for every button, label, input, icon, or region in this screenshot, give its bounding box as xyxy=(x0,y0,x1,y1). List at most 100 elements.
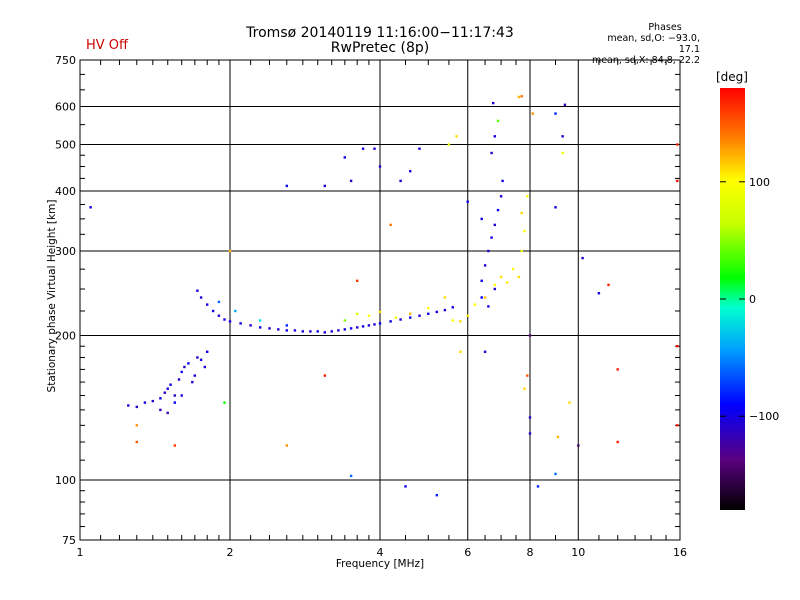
data-point xyxy=(563,103,567,106)
data-point xyxy=(309,330,312,333)
data-point xyxy=(223,401,226,404)
data-point xyxy=(435,494,438,497)
data-point xyxy=(378,322,382,325)
data-point xyxy=(597,292,601,295)
data-point xyxy=(455,135,458,138)
data-point xyxy=(506,281,509,284)
data-point xyxy=(554,472,557,476)
data-point xyxy=(443,308,447,312)
data-point xyxy=(528,334,532,337)
data-point xyxy=(459,350,462,353)
data-point xyxy=(490,236,493,239)
data-point xyxy=(492,101,495,105)
colorbar-ticks: 100 0 −100 xyxy=(720,176,779,423)
x-tick-label: 16 xyxy=(673,546,687,559)
data-point xyxy=(577,444,580,447)
data-point xyxy=(409,170,412,173)
data-point xyxy=(531,112,534,115)
x-tick-label: 1 xyxy=(77,546,84,559)
data-point xyxy=(206,350,209,353)
x-tick-label: 10 xyxy=(571,546,585,559)
data-point xyxy=(173,401,176,404)
data-point xyxy=(323,184,326,188)
data-point xyxy=(239,322,242,325)
data-point xyxy=(528,416,532,419)
data-point xyxy=(285,329,288,332)
data-point xyxy=(459,320,462,323)
data-point xyxy=(203,365,206,369)
data-point xyxy=(356,326,359,329)
data-point xyxy=(473,303,476,306)
x-axis-label: Frequency [MHz] xyxy=(335,558,425,570)
data-point xyxy=(676,424,679,427)
data-point xyxy=(389,320,392,323)
data-point xyxy=(676,143,679,146)
colorbar-tick-label: 0 xyxy=(749,293,756,306)
data-point xyxy=(378,165,382,168)
data-point xyxy=(409,316,412,319)
data-point xyxy=(480,217,483,221)
data-point xyxy=(607,283,610,287)
points-layer xyxy=(89,95,679,497)
data-point xyxy=(159,408,162,412)
data-point xyxy=(166,387,169,390)
data-point xyxy=(166,411,169,415)
y-tick-label: 200 xyxy=(55,330,76,343)
data-point xyxy=(528,432,532,435)
data-point xyxy=(337,329,340,332)
data-point xyxy=(259,319,262,322)
data-point xyxy=(349,327,353,330)
data-point xyxy=(187,362,190,365)
y-tick-label: 300 xyxy=(55,245,76,258)
data-point xyxy=(301,330,304,333)
data-point xyxy=(496,208,500,212)
data-point xyxy=(676,345,679,348)
data-point xyxy=(501,179,504,183)
data-point xyxy=(447,143,451,146)
data-point xyxy=(561,151,564,155)
data-point xyxy=(159,397,162,400)
data-point xyxy=(676,179,679,183)
data-point xyxy=(285,324,288,327)
colorbar-tick-label: 100 xyxy=(749,176,770,189)
data-point xyxy=(409,312,412,315)
data-point xyxy=(466,314,469,317)
data-point xyxy=(191,380,194,384)
data-point xyxy=(480,279,483,282)
data-point xyxy=(389,223,392,227)
data-point xyxy=(199,358,203,361)
data-point xyxy=(373,147,376,150)
data-point xyxy=(517,95,521,99)
data-point xyxy=(520,211,523,215)
data-point xyxy=(356,312,359,315)
colorbar-unit-label: [deg] xyxy=(716,70,748,84)
data-point xyxy=(173,394,176,397)
data-point xyxy=(361,325,365,328)
data-point xyxy=(180,394,183,397)
data-point xyxy=(418,314,421,317)
data-point xyxy=(561,135,564,138)
data-point xyxy=(180,370,183,374)
data-point xyxy=(367,314,371,317)
y-tick-label: 600 xyxy=(55,101,76,114)
data-point xyxy=(399,318,402,321)
phase-stats-heading: Phases xyxy=(648,22,682,33)
data-point xyxy=(523,229,526,233)
data-point xyxy=(343,156,346,159)
data-point xyxy=(616,440,619,444)
x-tick-label: 4 xyxy=(377,546,384,559)
data-point xyxy=(499,275,503,279)
data-point xyxy=(487,249,490,253)
data-point xyxy=(349,179,353,183)
data-point xyxy=(323,331,326,334)
data-point xyxy=(228,249,232,253)
data-point xyxy=(399,179,402,183)
data-point xyxy=(466,200,469,203)
data-point xyxy=(349,474,353,478)
colorbar-tick-label: −100 xyxy=(749,410,779,423)
title-line: Tromsø 20140119 11:16:00−11:17:43 xyxy=(246,25,514,41)
data-point xyxy=(556,435,560,439)
data-point xyxy=(135,440,138,444)
data-point xyxy=(199,296,203,299)
